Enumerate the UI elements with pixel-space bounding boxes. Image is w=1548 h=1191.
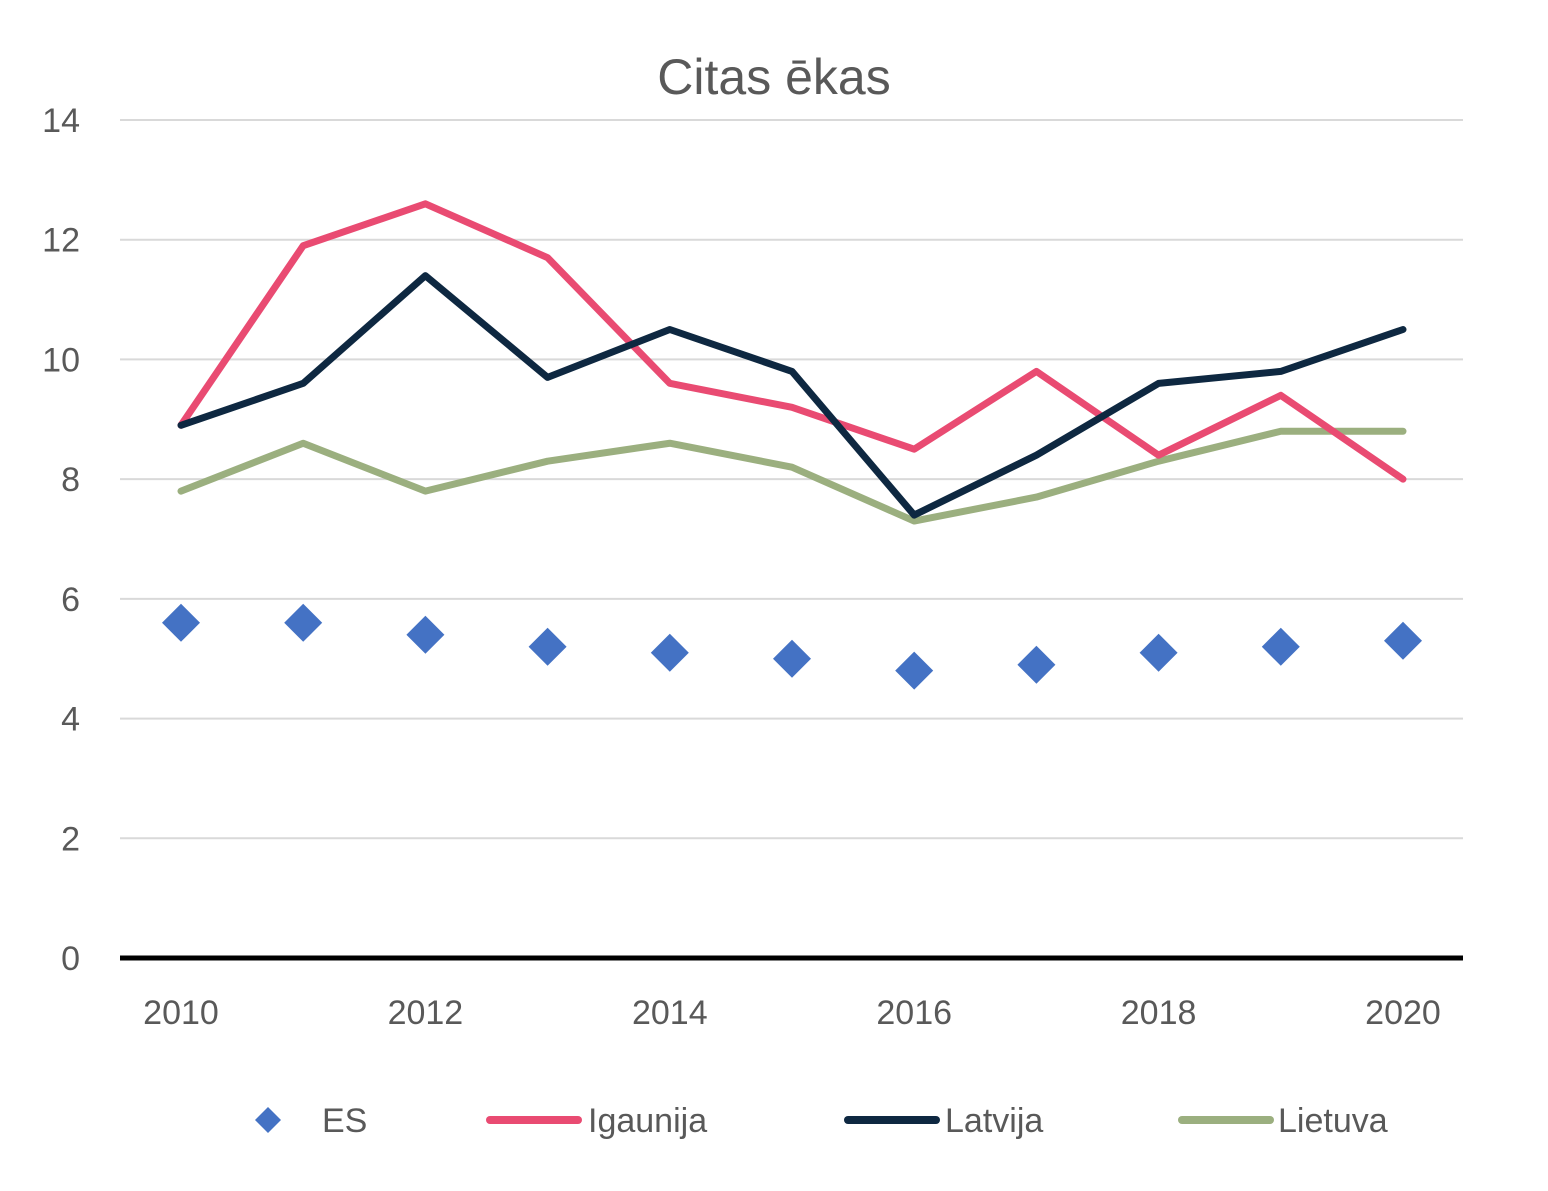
legend-label-lietuva: Lietuva	[1278, 1102, 1388, 1140]
es-point-2020	[1384, 621, 1422, 660]
y-axis-ticks: 0 2 4 6 8 10 12 14	[42, 102, 80, 978]
es-point-2018	[1139, 633, 1178, 672]
y-tick-label: 10	[42, 341, 80, 379]
series-line-lietuva	[177, 427, 1407, 525]
x-tick-label: 2010	[143, 994, 219, 1032]
y-tick-label: 14	[42, 102, 80, 140]
x-tick-label: 2012	[388, 994, 464, 1032]
series-line-latvija	[177, 272, 1407, 519]
x-tick-label: 2018	[1121, 994, 1197, 1032]
legend-swatch-es	[255, 1107, 281, 1133]
y-tick-label: 4	[61, 701, 80, 739]
es-point-2012	[406, 615, 445, 654]
legend-label-es: ES	[322, 1102, 367, 1140]
x-tick-label: 2020	[1365, 994, 1441, 1032]
es-point-2019	[1261, 627, 1300, 666]
legend: ES Igaunija Latvija Lietuva	[255, 1102, 1388, 1140]
x-axis-ticks: 2010 2012 2014 2016 2018 2020	[143, 994, 1441, 1032]
es-point-2011	[284, 603, 323, 642]
chart-title: Citas ēkas	[657, 49, 890, 105]
y-tick-label: 12	[42, 222, 80, 260]
legend-label-latvija: Latvija	[945, 1102, 1043, 1140]
y-tick-label: 6	[61, 581, 80, 619]
y-tick-label: 2	[61, 820, 80, 858]
es-point-2013	[528, 627, 567, 666]
es-point-2016	[895, 651, 934, 690]
y-tick-label: 8	[61, 461, 80, 499]
es-point-2017	[1017, 645, 1056, 684]
es-point-2014	[650, 633, 689, 672]
series-group	[162, 200, 1422, 690]
es-point-2015	[773, 639, 811, 678]
es-point-2010	[162, 603, 200, 642]
gridlines	[120, 119, 1463, 961]
x-tick-label: 2014	[632, 994, 708, 1032]
x-tick-label: 2016	[876, 994, 952, 1032]
legend-label-igaunija: Igaunija	[588, 1102, 707, 1140]
y-tick-label: 0	[61, 940, 80, 978]
series-line-igaunija	[177, 200, 1407, 483]
